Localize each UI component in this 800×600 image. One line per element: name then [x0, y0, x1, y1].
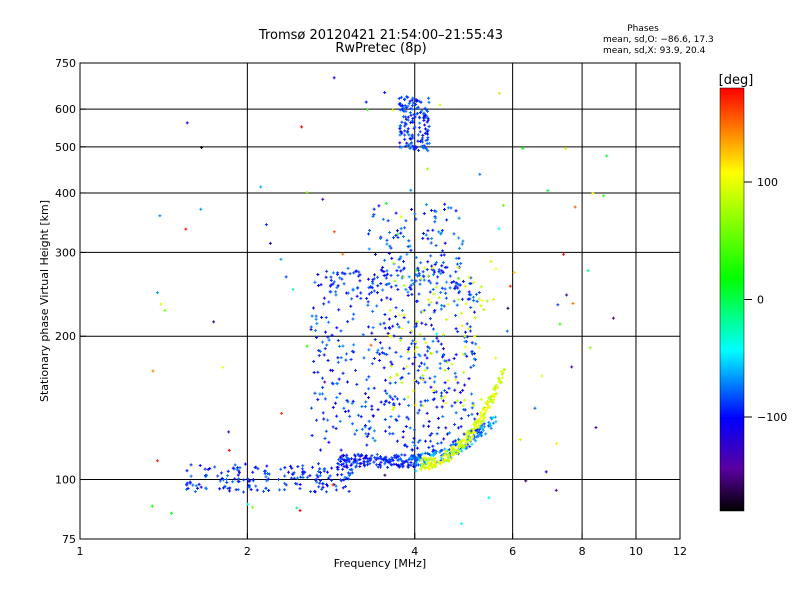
- cluster-low: [185, 462, 354, 494]
- colorbar-tick-label: 0: [757, 294, 764, 307]
- y-axis-label: Stationary phase Virtual Height [km]: [38, 200, 51, 402]
- y-tick-label: 400: [55, 187, 76, 200]
- x-tick-label: 1: [77, 545, 84, 558]
- stats-line-o: mean, sd,O: −86.6, 17.3: [603, 35, 714, 45]
- x-tick-label: 6: [509, 545, 516, 558]
- x-axis-label: Frequency [MHz]: [334, 557, 426, 570]
- chart-subtitle: RwPretec (8p): [335, 41, 426, 56]
- x-tick-label: 8: [579, 545, 586, 558]
- x-tick-label: 2: [244, 545, 251, 558]
- y-tick-label: 75: [62, 533, 76, 546]
- cluster-scatter: [150, 76, 615, 526]
- stats-title: Phases: [627, 24, 659, 34]
- chart-title: Tromsø 20120421 21:54:00–21:55:43: [258, 28, 503, 43]
- data-points: [150, 76, 615, 526]
- cluster-Xupper: [387, 259, 498, 412]
- grid-lines: [80, 63, 680, 539]
- y-tick-label: 750: [55, 57, 76, 70]
- y-tick-label: 300: [55, 246, 76, 259]
- x-tick-label: 4: [411, 545, 418, 558]
- y-tick-label: 600: [55, 103, 76, 116]
- colorbar-tick-label: 100: [757, 176, 778, 189]
- cluster-Fcloud: [309, 265, 479, 452]
- stats-line-x: mean, sd,X: 93.9, 20.4: [603, 46, 706, 56]
- x-tick-label: 12: [673, 545, 687, 558]
- cluster-xcurve: [419, 367, 506, 472]
- y-tick-label: 500: [55, 141, 76, 154]
- cluster-top: [397, 95, 431, 153]
- colorbar-ticks: 100 0 −100: [744, 176, 787, 424]
- cluster-Fupper: [367, 202, 465, 291]
- plot-frame: [79, 62, 681, 540]
- y-tick-label: 100: [55, 474, 76, 487]
- colorbar-tick-label: −100: [757, 411, 787, 424]
- x-tick-label: 10: [629, 545, 643, 558]
- colorbar-label: [deg]: [719, 73, 754, 88]
- colorbar: [719, 87, 745, 512]
- y-tick-label: 200: [55, 330, 76, 343]
